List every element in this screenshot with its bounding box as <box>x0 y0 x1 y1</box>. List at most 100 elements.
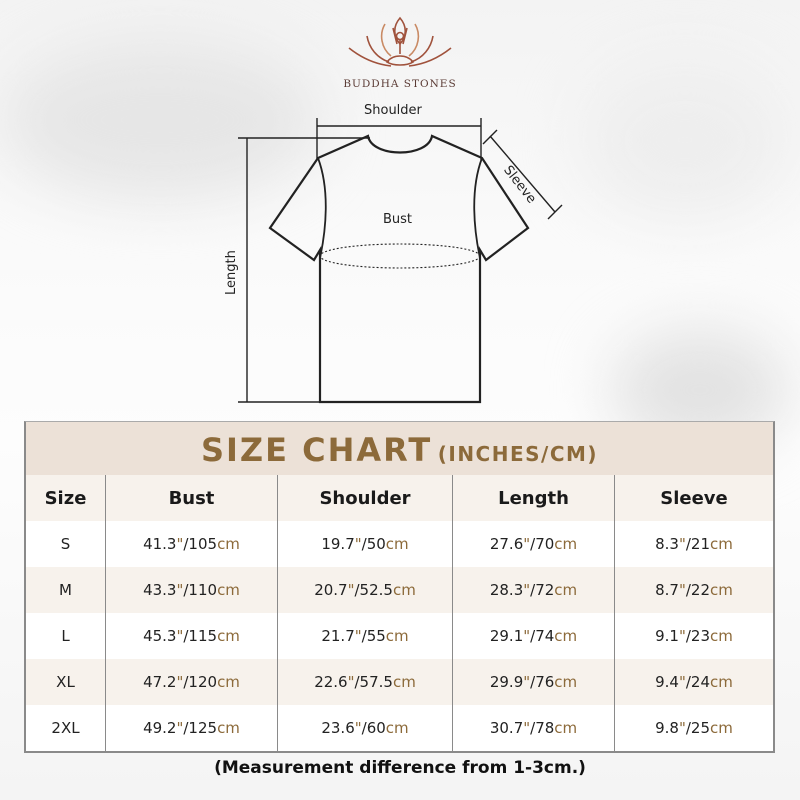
lotus-meditation-icon <box>348 16 452 67</box>
cell-shoulder: 19.7 "/50 cm <box>277 521 452 567</box>
cell-shoulder: 21.7 "/55 cm <box>277 613 452 659</box>
value-part: cm <box>710 719 733 737</box>
value-part: 45.3 <box>143 627 177 645</box>
tshirt-diagram <box>238 118 563 404</box>
cell-bust: 45.3 "/115 cm <box>105 613 277 659</box>
cell-shoulder: 22.6 "/57.5 cm <box>277 659 452 705</box>
value-part: " <box>176 673 184 691</box>
value-part: 43.3 <box>143 581 177 599</box>
column-header-sleeve: Sleeve <box>614 475 773 521</box>
value-part: 23.6 <box>321 719 355 737</box>
units-text: (INCHES/CM) <box>437 442 599 466</box>
table-row: S 41.3 "/105 cm 19.7 "/50 cm 27.6 "/70 cm 8.3 "/21 c… <box>26 521 773 567</box>
value-part: /76 <box>530 673 555 691</box>
brand-logo: BUDDHA STONES <box>340 14 460 90</box>
value-part: /22 <box>685 581 711 599</box>
cell-sleeve: 9.8 "/25 cm <box>614 705 773 751</box>
value-part: " <box>678 581 686 599</box>
table-row: L 45.3 "/115 cm 21.7 "/55 cm 29.1 "/74 cm 9.1 "/23 c… <box>26 613 773 659</box>
cell-size: L <box>61 627 70 645</box>
value-part: cm <box>392 581 416 599</box>
value-part: /72 <box>530 581 555 599</box>
cell-sleeve: 9.4 "/24 cm <box>614 659 773 705</box>
shoulder-label: Shoulder <box>364 103 422 118</box>
value-part: cm <box>554 719 578 737</box>
value-part: 8.7 <box>655 581 679 599</box>
table-row: XL 47.2 "/120 cm 22.6 "/57.5 cm 29.9 "/76 cm 9.4 " /… <box>26 659 773 705</box>
value-part: cm <box>392 673 416 691</box>
title-text: SIZE CHART <box>200 431 433 469</box>
bust-label: Bust <box>383 212 413 227</box>
value-part: /60 <box>361 719 386 737</box>
size-chart-title: SIZE CHART (INCHES/CM) <box>26 422 773 475</box>
cell-sleeve: 8.7 "/22 cm <box>614 567 773 613</box>
value-part: " <box>678 719 686 737</box>
value-part: " <box>523 627 531 645</box>
column-header-size: Size <box>44 487 87 509</box>
value-part: /105 <box>183 535 218 553</box>
value-part: /70 <box>530 535 555 553</box>
value-part: /74 <box>530 627 555 645</box>
cell-shoulder: 20.7 "/52.5 cm <box>277 567 452 613</box>
value-part: /78 <box>530 719 555 737</box>
tshirt-outline <box>268 134 530 404</box>
background-mist <box>0 40 320 200</box>
value-part: " <box>347 673 355 691</box>
column-header-shoulder: Shoulder <box>277 475 452 521</box>
value-part: " <box>354 627 362 645</box>
cell-length: 29.9 "/76 cm <box>452 659 614 705</box>
cell-length: 28.3 "/72 cm <box>452 567 614 613</box>
cell-sleeve: 8.3 "/21 cm <box>614 521 773 567</box>
value-part: 29.1 <box>489 627 524 645</box>
value-part: " <box>523 673 531 691</box>
value-part: " <box>678 627 686 645</box>
cell-bust: 43.3 "/110 cm <box>105 567 277 613</box>
value-part: cm <box>385 535 409 553</box>
cell-bust: 49.2 "/125 cm <box>105 705 277 751</box>
value-part: /50 <box>361 535 386 553</box>
table-row: M 43.3 "/110 cm 20.7 "/52.5 cm 28.3 "/72 cm 8.7 "/2… <box>26 567 773 613</box>
measurement-note: (Measurement difference from 1-3cm.) <box>214 758 586 778</box>
value-part: cm <box>710 581 733 599</box>
sleeve-tick <box>547 204 563 220</box>
value-part: cm <box>385 627 409 645</box>
value-part: " <box>354 719 362 737</box>
value-part: /25 <box>685 719 711 737</box>
value-part: /115 <box>183 627 218 645</box>
value-part: cm <box>385 719 409 737</box>
size-chart-table: SIZE CHART (INCHES/CM) Size Bust Shoulde… <box>24 421 775 753</box>
background-mist <box>580 60 790 220</box>
value-part: /23 <box>685 627 711 645</box>
value-part: " <box>678 673 686 691</box>
value-part: cm <box>554 673 578 691</box>
value-part: 9.4 <box>655 673 679 691</box>
value-part: /120 <box>183 673 218 691</box>
value-part: " <box>176 535 184 553</box>
header-row: Size Bust Shoulder Length Sleeve <box>26 475 773 521</box>
value-part: cm <box>710 673 733 691</box>
value-part: cm <box>710 627 733 645</box>
cell-bust: 47.2 "/120 cm <box>105 659 277 705</box>
value-part: 19.7 <box>321 535 355 553</box>
cell-size: 2XL <box>51 719 80 737</box>
column-header-bust: Bust <box>105 475 277 521</box>
value-part: " <box>347 581 355 599</box>
table-row: 2XL 49.2 "/125 cm 23.6 "/60 cm 30.7 "/78 cm 9.8 "/2… <box>26 705 773 751</box>
value-part: " <box>354 535 362 553</box>
cell-length: 30.7 "/78 cm <box>452 705 614 751</box>
value-part: 20.7 <box>314 581 348 599</box>
cell-size: S <box>60 535 71 553</box>
cell-length: 27.6 "/70 cm <box>452 521 614 567</box>
value-part: " <box>176 719 184 737</box>
value-part: 28.3 <box>489 581 524 599</box>
value-part: /21 <box>685 535 711 553</box>
sleeve-measure-line <box>489 135 556 213</box>
value-part: " <box>176 627 184 645</box>
value-part: /125 <box>183 719 218 737</box>
value-part: 47.2 <box>143 673 177 691</box>
cell-bust: 41.3 "/105 cm <box>105 521 277 567</box>
bust-measure-line <box>319 243 481 269</box>
value-part: /52.5 <box>354 581 393 599</box>
value-part: 30.7 <box>489 719 524 737</box>
value-part: /55 <box>361 627 386 645</box>
